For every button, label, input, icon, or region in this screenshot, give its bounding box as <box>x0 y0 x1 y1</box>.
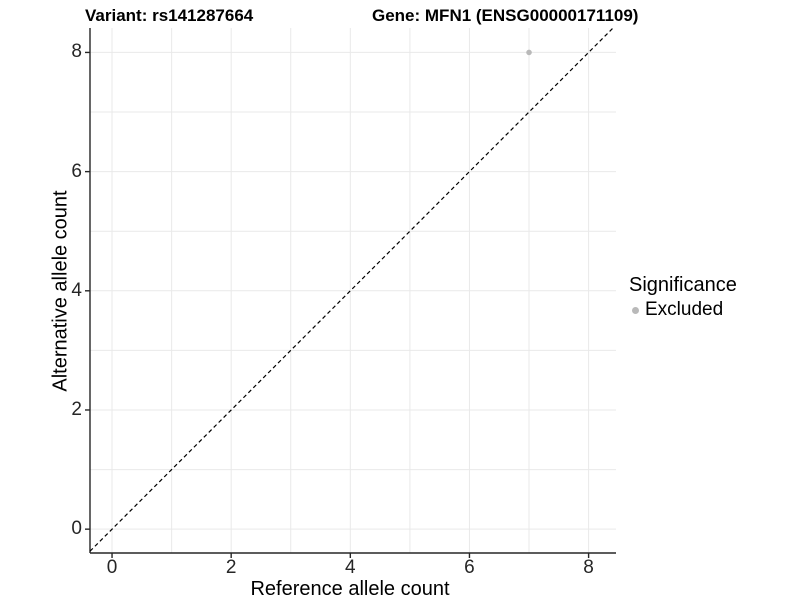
y-tick-label: 4 <box>71 279 82 301</box>
circle-icon <box>632 306 639 314</box>
legend-item-label: Excluded <box>645 299 724 320</box>
x-tick-label: 8 <box>583 557 594 578</box>
identity-dashed-line <box>89 27 614 552</box>
x-tick-label: 2 <box>225 557 237 578</box>
y-tick-label: 2 <box>71 398 82 420</box>
x-tick-label: 4 <box>345 557 356 578</box>
plot-title-variant: Variant: rs141287664 <box>85 6 254 25</box>
y-axis-title: Alternative allele count <box>49 190 72 392</box>
y-tick-label: 8 <box>71 41 82 63</box>
legend: Significance Excluded <box>629 274 737 321</box>
plot-title-gene: Gene: MFN1 (ENSG00000171109) <box>372 6 639 25</box>
y-tick-label: 0 <box>71 518 82 540</box>
x-tick-label: 0 <box>106 557 118 578</box>
y-tick-label: 6 <box>71 160 82 182</box>
legend-item-excluded: Excluded <box>632 299 737 321</box>
legend-title: Significance <box>629 274 737 296</box>
x-tick-label: 6 <box>464 557 475 578</box>
data-point <box>526 49 532 56</box>
x-axis-title: Reference allele count <box>250 578 450 600</box>
